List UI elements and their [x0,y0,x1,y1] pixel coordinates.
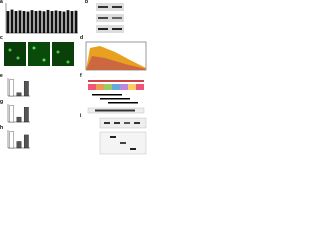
bar [9,79,15,97]
bar [74,10,78,34]
bar [10,9,14,34]
panel-label: b [85,0,88,5]
bar [14,11,18,34]
bar [22,11,26,34]
blot-b [96,3,124,33]
bar [16,141,22,149]
bar [50,11,54,34]
bar [18,10,22,34]
figure: a b c d e f g h i [0,0,147,155]
bar [9,105,15,123]
bar [9,131,15,149]
panel-label: h [0,125,3,131]
bar [26,11,30,34]
panel-label: g [0,99,3,105]
bar [23,107,29,123]
panel-label: e [0,73,3,79]
diagram-f [87,80,145,114]
bar [42,11,46,34]
bar [30,10,34,34]
bar [70,11,74,34]
panel-label: a [0,0,3,5]
panel-label: c [0,35,3,41]
bar [46,9,50,34]
panel-label: i [80,113,82,119]
bar [58,11,62,34]
blot-i [99,117,147,155]
bar [38,10,42,34]
histogram-d [85,41,147,71]
panel-label: f [80,73,82,79]
bar [23,134,29,149]
bar [16,116,22,123]
bar [62,11,66,34]
panel-label: d [80,35,83,41]
bar [6,11,10,34]
bar [34,11,38,34]
bar [54,10,58,34]
bar [66,10,70,34]
microscopy-c [4,42,74,66]
bar [23,81,29,97]
bar [16,92,22,97]
